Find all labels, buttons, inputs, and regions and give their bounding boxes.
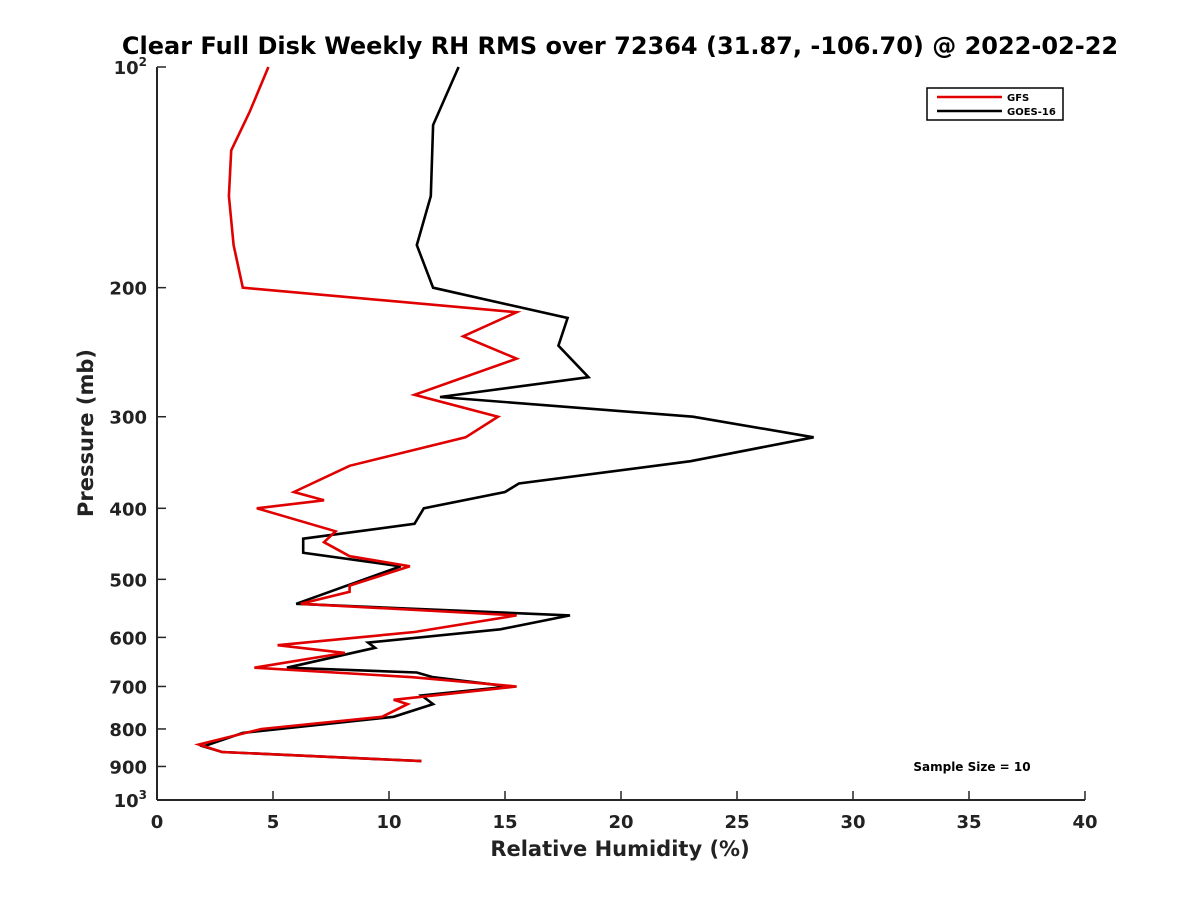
series-layer [194, 66, 814, 763]
y-tick-label-base: 300 [109, 408, 147, 429]
sample-size-note: Sample Size = 10 [913, 760, 1030, 774]
x-tick-label: 5 [267, 812, 280, 833]
x-tick-label: 20 [608, 812, 633, 833]
y-axis-label: Pressure (mb) [74, 349, 98, 517]
y-tick-label-base: 10 [114, 58, 139, 79]
y-tick-label: 800 [109, 720, 147, 741]
x-tick-label: 40 [1072, 812, 1097, 833]
x-tick-label: 10 [376, 812, 401, 833]
y-tick-label: 500 [109, 570, 147, 591]
y-tick-label: 103 [114, 788, 147, 812]
y-tick-label-base: 10 [114, 791, 139, 812]
legend-box [926, 87, 1064, 121]
series-line-goes-16 [199, 66, 814, 763]
y-tick-label-base: 500 [109, 570, 147, 591]
y-tick-label: 102 [114, 55, 147, 79]
y-tick-label-exponent: 2 [139, 55, 147, 69]
y-tick-label: 200 [109, 279, 147, 300]
y-tick-label-base: 700 [109, 677, 147, 698]
series-line-gfs [194, 66, 522, 763]
x-tick-label: 15 [492, 812, 517, 833]
legend: GFS GOES-16 [926, 87, 1064, 121]
y-tick-label: 400 [109, 499, 147, 520]
x-tick-label: 35 [956, 812, 981, 833]
chart-title: Clear Full Disk Weekly RH RMS over 72364… [122, 32, 1118, 60]
x-ticks: 0 5 10 15 20 25 30 35 40 [151, 791, 1098, 833]
x-axis-label: Relative Humidity (%) [490, 837, 749, 861]
y-tick-label-base: 900 [109, 757, 147, 778]
y-tick-label-base: 800 [109, 720, 147, 741]
y-tick-label: 600 [109, 628, 147, 649]
axes [156, 67, 1085, 801]
legend-label: GFS [1007, 93, 1029, 104]
x-tick-label: 25 [724, 812, 749, 833]
x-tick-label: 0 [151, 812, 164, 833]
y-tick-label-base: 600 [109, 628, 147, 649]
y-tick-label: 700 [109, 677, 147, 698]
y-tick-label: 300 [109, 408, 147, 429]
legend-label: GOES-16 [1007, 107, 1056, 118]
x-tick-label: 30 [840, 812, 865, 833]
y-tick-label-base: 400 [109, 499, 147, 520]
y-tick-label: 900 [109, 757, 147, 778]
y-tick-label-base: 200 [109, 279, 147, 300]
y-tick-label-exponent: 3 [139, 788, 147, 802]
